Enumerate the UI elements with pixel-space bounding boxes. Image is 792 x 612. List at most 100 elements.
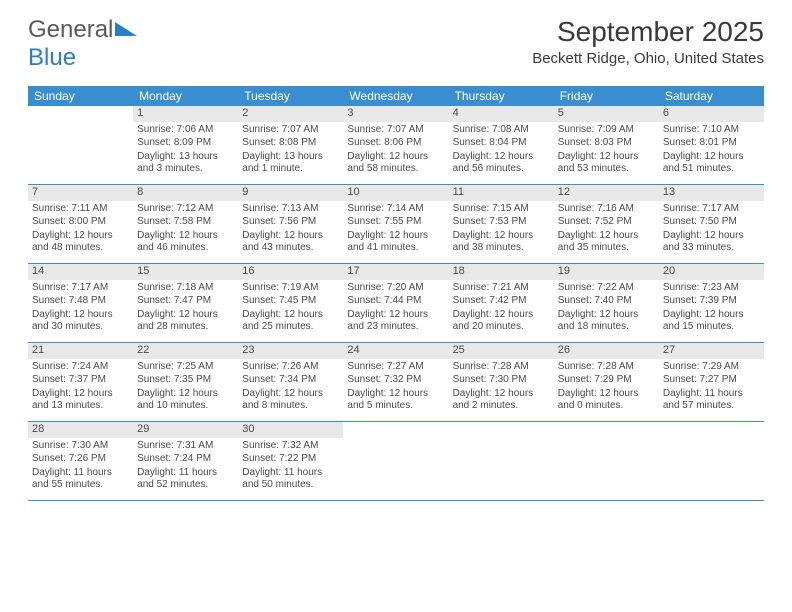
sunrise-text: Sunrise: 7:31 AM	[137, 440, 234, 453]
daylight-text: Daylight: 12 hours and 53 minutes.	[558, 151, 655, 176]
sunrise-text: Sunrise: 7:07 AM	[242, 124, 339, 137]
sunrise-text: Sunrise: 7:32 AM	[242, 440, 339, 453]
day-number: 18	[449, 264, 554, 280]
daylight-text: Daylight: 12 hours and 0 minutes.	[558, 388, 655, 413]
sunset-text: Sunset: 7:37 PM	[32, 374, 129, 387]
logo-text-blue: Blue	[28, 44, 76, 71]
sunrise-text: Sunrise: 7:25 AM	[137, 361, 234, 374]
sunset-text: Sunset: 8:06 PM	[347, 137, 444, 150]
day-number: 14	[28, 264, 133, 280]
daylight-text: Daylight: 12 hours and 2 minutes.	[453, 388, 550, 413]
day-number: 2	[238, 106, 343, 122]
day-number: 22	[133, 343, 238, 359]
day-cell: 25Sunrise: 7:28 AMSunset: 7:30 PMDayligh…	[449, 343, 554, 421]
sunset-text: Sunset: 7:22 PM	[242, 453, 339, 466]
weekday-header-cell: Thursday	[449, 86, 554, 106]
sunrise-text: Sunrise: 7:17 AM	[32, 282, 129, 295]
day-cell: 6Sunrise: 7:10 AMSunset: 8:01 PMDaylight…	[659, 106, 764, 184]
sunrise-text: Sunrise: 7:06 AM	[137, 124, 234, 137]
sunset-text: Sunset: 7:40 PM	[558, 295, 655, 308]
day-number: 28	[28, 422, 133, 438]
day-cell	[343, 422, 448, 500]
daylight-text: Daylight: 12 hours and 33 minutes.	[663, 230, 760, 255]
week-row: 7Sunrise: 7:11 AMSunset: 8:00 PMDaylight…	[28, 185, 764, 264]
day-number: 4	[449, 106, 554, 122]
day-cell: 8Sunrise: 7:12 AMSunset: 7:58 PMDaylight…	[133, 185, 238, 263]
day-cell: 11Sunrise: 7:15 AMSunset: 7:53 PMDayligh…	[449, 185, 554, 263]
day-number: 27	[659, 343, 764, 359]
weekday-header-cell: Sunday	[28, 86, 133, 106]
weekday-header-cell: Tuesday	[238, 86, 343, 106]
sunset-text: Sunset: 7:42 PM	[453, 295, 550, 308]
week-row: 28Sunrise: 7:30 AMSunset: 7:26 PMDayligh…	[28, 422, 764, 501]
sunset-text: Sunset: 7:32 PM	[347, 374, 444, 387]
day-cell: 24Sunrise: 7:27 AMSunset: 7:32 PMDayligh…	[343, 343, 448, 421]
day-cell: 23Sunrise: 7:26 AMSunset: 7:34 PMDayligh…	[238, 343, 343, 421]
day-number: 12	[554, 185, 659, 201]
sunset-text: Sunset: 7:48 PM	[32, 295, 129, 308]
sunrise-text: Sunrise: 7:29 AM	[663, 361, 760, 374]
day-cell: 16Sunrise: 7:19 AMSunset: 7:45 PMDayligh…	[238, 264, 343, 342]
sunset-text: Sunset: 7:52 PM	[558, 216, 655, 229]
daylight-text: Daylight: 12 hours and 13 minutes.	[32, 388, 129, 413]
sunset-text: Sunset: 8:03 PM	[558, 137, 655, 150]
daylight-text: Daylight: 12 hours and 43 minutes.	[242, 230, 339, 255]
day-cell: 10Sunrise: 7:14 AMSunset: 7:55 PMDayligh…	[343, 185, 448, 263]
sunrise-text: Sunrise: 7:08 AM	[453, 124, 550, 137]
header: General Blue September 2025 Beckett Ridg…	[0, 0, 792, 80]
day-number: 16	[238, 264, 343, 280]
sunset-text: Sunset: 7:30 PM	[453, 374, 550, 387]
day-number: 23	[238, 343, 343, 359]
daylight-text: Daylight: 12 hours and 35 minutes.	[558, 230, 655, 255]
sunrise-text: Sunrise: 7:12 AM	[137, 203, 234, 216]
weekday-header-cell: Monday	[133, 86, 238, 106]
sunset-text: Sunset: 7:27 PM	[663, 374, 760, 387]
daylight-text: Daylight: 12 hours and 38 minutes.	[453, 230, 550, 255]
day-cell: 4Sunrise: 7:08 AMSunset: 8:04 PMDaylight…	[449, 106, 554, 184]
daylight-text: Daylight: 12 hours and 51 minutes.	[663, 151, 760, 176]
day-cell: 20Sunrise: 7:23 AMSunset: 7:39 PMDayligh…	[659, 264, 764, 342]
day-cell: 13 Sunrise: 7:17 AMSunset: 7:50 PMDayligh…	[659, 185, 764, 263]
day-cell	[449, 422, 554, 500]
day-cell: 12Sunrise: 7:16 AMSunset: 7:52 PMDayligh…	[554, 185, 659, 263]
daylight-text: Daylight: 12 hours and 8 minutes.	[242, 388, 339, 413]
day-number: 13	[659, 185, 764, 201]
sunset-text: Sunset: 8:04 PM	[453, 137, 550, 150]
sunset-text: Sunset: 7:50 PM	[663, 216, 760, 229]
sunrise-text: Sunrise: 7:26 AM	[242, 361, 339, 374]
day-number: 19	[554, 264, 659, 280]
weekday-header-row: SundayMondayTuesdayWednesdayThursdayFrid…	[28, 86, 764, 106]
day-cell: 9Sunrise: 7:13 AMSunset: 7:56 PMDaylight…	[238, 185, 343, 263]
day-cell: 29 Sunrise: 7:31 AMSunset: 7:24 PMDayligh…	[133, 422, 238, 500]
day-cell: 1Sunrise: 7:06 AMSunset: 8:09 PMDaylight…	[133, 106, 238, 184]
sunset-text: Sunset: 7:24 PM	[137, 453, 234, 466]
day-number: 21	[28, 343, 133, 359]
daylight-text: Daylight: 12 hours and 28 minutes.	[137, 309, 234, 334]
day-cell: 17Sunrise: 7:20 AMSunset: 7:44 PMDayligh…	[343, 264, 448, 342]
sunset-text: Sunset: 7:39 PM	[663, 295, 760, 308]
sunset-text: Sunset: 7:29 PM	[558, 374, 655, 387]
daylight-text: Daylight: 13 hours and 3 minutes.	[137, 151, 234, 176]
sunrise-text: Sunrise: 7:14 AM	[347, 203, 444, 216]
weekday-header-cell: Saturday	[659, 86, 764, 106]
location-text: Beckett Ridge, Ohio, United States	[532, 50, 764, 67]
day-number: 8	[133, 185, 238, 201]
sunset-text: Sunset: 8:00 PM	[32, 216, 129, 229]
sunrise-text: Sunrise: 7:28 AM	[558, 361, 655, 374]
sunrise-text: Sunrise: 7:13 AM	[242, 203, 339, 216]
day-number: 15	[133, 264, 238, 280]
weeks-container: 1Sunrise: 7:06 AMSunset: 8:09 PMDaylight…	[28, 106, 764, 501]
daylight-text: Daylight: 12 hours and 46 minutes.	[137, 230, 234, 255]
sunset-text: Sunset: 8:09 PM	[137, 137, 234, 150]
day-cell: 28Sunrise: 7:30 AMSunset: 7:26 PMDayligh…	[28, 422, 133, 500]
daylight-text: Daylight: 12 hours and 20 minutes.	[453, 309, 550, 334]
logo-text-general: General	[28, 16, 113, 43]
daylight-text: Daylight: 11 hours and 50 minutes.	[242, 467, 339, 492]
daylight-text: Daylight: 11 hours and 52 minutes.	[137, 467, 234, 492]
day-number: 29	[133, 422, 238, 438]
logo-text-wrap: General Blue	[28, 16, 137, 72]
day-number: 26	[554, 343, 659, 359]
sunset-text: Sunset: 8:08 PM	[242, 137, 339, 150]
sunrise-text: Sunrise: 7:17 AM	[663, 203, 760, 216]
daylight-text: Daylight: 12 hours and 18 minutes.	[558, 309, 655, 334]
